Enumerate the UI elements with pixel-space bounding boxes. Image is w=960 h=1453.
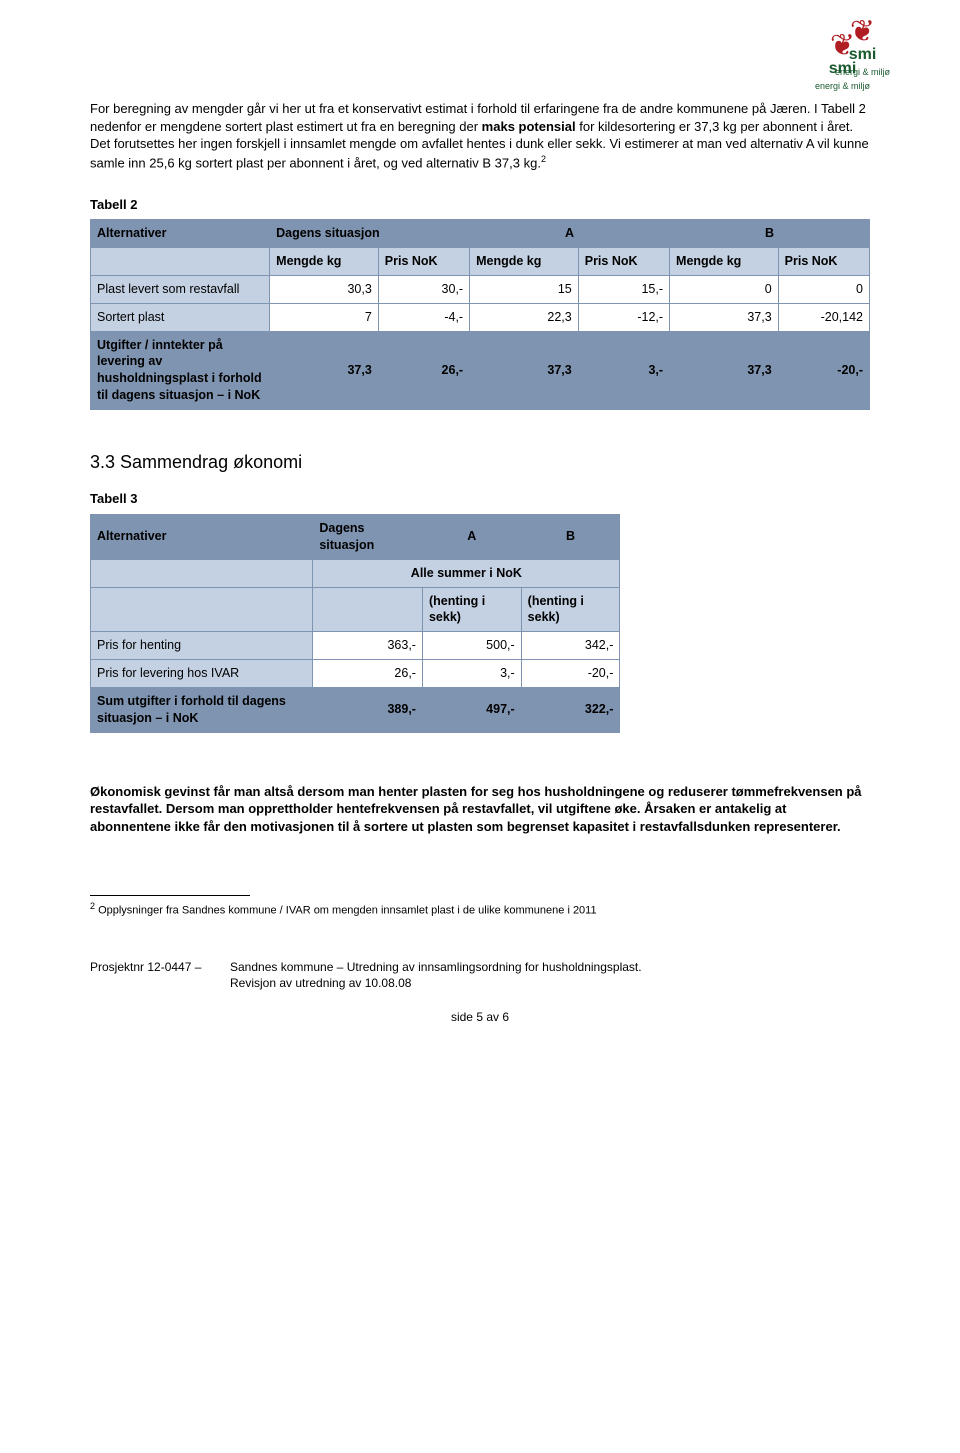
table3-col-alt: Alternativer xyxy=(91,514,313,559)
footnote-rule xyxy=(90,895,250,896)
table2-sub-mengde: Mengde kg xyxy=(470,247,579,275)
table2-cell: 0 xyxy=(670,275,779,303)
table2-subhdr-blank xyxy=(91,247,270,275)
table2-cell: 0 xyxy=(778,275,869,303)
table3-sum-cell: 322,- xyxy=(521,688,620,733)
table3-cell: 3,- xyxy=(422,660,521,688)
footnote: 2 Opplysninger fra Sandnes kommune / IVA… xyxy=(90,900,870,919)
table2-sub-mengde: Mengde kg xyxy=(670,247,779,275)
table2-sub-mengde: Mengde kg xyxy=(270,247,379,275)
table3-row0-label: Pris for henting xyxy=(91,632,313,660)
conclusion-paragraph: Økonomisk gevinst får man altså dersom m… xyxy=(90,783,870,836)
table2-cell: 7 xyxy=(270,303,379,331)
table2-row1-label: Sortert plast xyxy=(91,303,270,331)
table2-cell: 15 xyxy=(470,275,579,303)
table-row: Pris for henting 363,- 500,- 342,- xyxy=(91,632,620,660)
table2-sub-pris: Pris NoK xyxy=(778,247,869,275)
table2-cell: -12,- xyxy=(578,303,669,331)
logo-tagline: energi & miljø xyxy=(835,66,890,78)
table2-cell: 15,- xyxy=(578,275,669,303)
intro-paragraph: For beregning av mengder går vi her ut f… xyxy=(90,100,870,172)
table2-caption: Tabell 2 xyxy=(90,196,870,214)
table2-sum-cell: 37,3 xyxy=(470,331,579,410)
table2-sub-pris: Pris NoK xyxy=(378,247,469,275)
table2-sum-cell: -20,- xyxy=(778,331,869,410)
table2-sum-cell: 26,- xyxy=(378,331,469,410)
table3-sub-henting-b: (henting i sekk) xyxy=(521,587,620,632)
brand-logo-corner: ❦ smi energi & miljø xyxy=(835,20,890,78)
page-footer: Prosjektnr 12-0447 – Sandnes kommune – U… xyxy=(90,959,870,991)
table-row: Utgifter / inntekter på levering av hush… xyxy=(91,331,870,410)
footer-project: Prosjektnr 12-0447 – xyxy=(90,959,230,991)
table3-sum-cell: 497,- xyxy=(422,688,521,733)
table2-sum-pre: Utgifter / inntekter på levering av hush… xyxy=(97,338,223,386)
table2-cell: -4,- xyxy=(378,303,469,331)
table2-cell: 22,3 xyxy=(470,303,579,331)
table2-cell: 30,- xyxy=(378,275,469,303)
table3-sub-henting-a: (henting i sekk) xyxy=(422,587,521,632)
table2: Alternativer Dagens situasjon A B Mengde… xyxy=(90,219,870,410)
logo-tagline: energi & miljø xyxy=(815,80,870,92)
footer-title: Sandnes kommune – Utredning av innsamlin… xyxy=(230,959,642,975)
table3-cell: 342,- xyxy=(521,632,620,660)
table3-cell: 363,- xyxy=(313,632,423,660)
table3-col-dagens: Dagens situasjon xyxy=(313,514,423,559)
table3-col-b: B xyxy=(521,514,620,559)
table3-col-a: A xyxy=(422,514,521,559)
section-heading-33: 3.3 Sammendrag økonomi xyxy=(90,450,870,474)
logo-name: smi xyxy=(835,44,890,66)
table2-cell: 37,3 xyxy=(670,303,779,331)
table2-sum-cell: 37,3 xyxy=(670,331,779,410)
logo-flame-icon: ❦ xyxy=(835,20,890,44)
table-row: Plast levert som restavfall 30,3 30,- 15… xyxy=(91,275,870,303)
table3-subhdr-blank3 xyxy=(313,587,423,632)
table2-sum-cell: 37,3 xyxy=(270,331,379,410)
table2-cell: -20,142 xyxy=(778,303,869,331)
footnote-text: Opplysninger fra Sandnes kommune / IVAR … xyxy=(95,905,597,917)
table2-cell: 30,3 xyxy=(270,275,379,303)
table3-subhdr-blank xyxy=(91,559,313,587)
table3-sum-cell: 389,- xyxy=(313,688,423,733)
intro-text-bold: maks potensial xyxy=(482,119,576,134)
table-row: Sortert plast 7 -4,- 22,3 -12,- 37,3 -20… xyxy=(91,303,870,331)
table-row: Pris for levering hos IVAR 26,- 3,- -20,… xyxy=(91,660,620,688)
table3-cell: 26,- xyxy=(313,660,423,688)
table2-sum-post: – i NoK xyxy=(214,388,261,402)
table2-row0-label: Plast levert som restavfall xyxy=(91,275,270,303)
table3-cell: -20,- xyxy=(521,660,620,688)
table2-col-b: B xyxy=(670,220,870,248)
table2-col-a: A xyxy=(470,220,670,248)
intro-superscript: 2 xyxy=(541,154,546,164)
table3-caption: Tabell 3 xyxy=(90,490,870,508)
table3-subhdr-blank2 xyxy=(91,587,313,632)
footer-revision: Revisjon av utredning av 10.08.08 xyxy=(230,975,642,991)
table-row: Sum utgifter i forhold til dagens situas… xyxy=(91,688,620,733)
table2-col-dagens: Dagens situasjon xyxy=(270,220,470,248)
table2-sum-label: Utgifter / inntekter på levering av hush… xyxy=(91,331,270,410)
table2-col-alt: Alternativer xyxy=(91,220,270,248)
table3-sum-label: Sum utgifter i forhold til dagens situas… xyxy=(91,688,313,733)
table3-sub-allesum: Alle summer i NoK xyxy=(313,559,620,587)
table3-row1-label: Pris for levering hos IVAR xyxy=(91,660,313,688)
table3-cell: 500,- xyxy=(422,632,521,660)
table2-sub-pris: Pris NoK xyxy=(578,247,669,275)
table2-sum-cell: 3,- xyxy=(578,331,669,410)
table3: Alternativer Dagens situasjon A B Alle s… xyxy=(90,514,620,733)
page-number: side 5 av 6 xyxy=(90,1009,870,1025)
